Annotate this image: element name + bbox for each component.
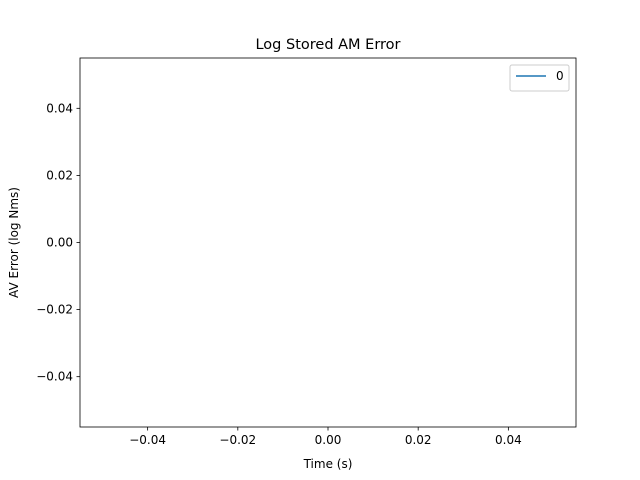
y-tick-label: 0.02 [46,168,73,182]
x-tick-label: 0.00 [315,433,342,447]
y-tick-label: −0.04 [36,370,73,384]
x-axis-label: Time (s) [303,457,353,471]
plot-area [80,58,576,427]
x-tick-label: −0.04 [129,433,166,447]
plot-frame [79,57,577,428]
x-axis: −0.04 −0.02 0.00 0.02 0.04 [129,427,522,447]
y-tick-label: 0.04 [46,101,73,115]
y-tick-label: 0.00 [46,236,73,250]
y-tick-label: −0.02 [36,303,73,317]
y-axis-label: AV Error (log Nms) [7,187,21,298]
legend-box [509,64,570,92]
y-axis: −0.04 −0.02 0.00 0.02 0.04 [36,101,80,384]
x-tick-label: 0.04 [495,433,522,447]
legend-label: 0 [556,69,564,83]
legend: 0 [509,64,570,92]
x-tick-label: 0.02 [405,433,432,447]
x-tick-label: −0.02 [219,433,256,447]
chart-title: Log Stored AM Error [255,37,400,53]
